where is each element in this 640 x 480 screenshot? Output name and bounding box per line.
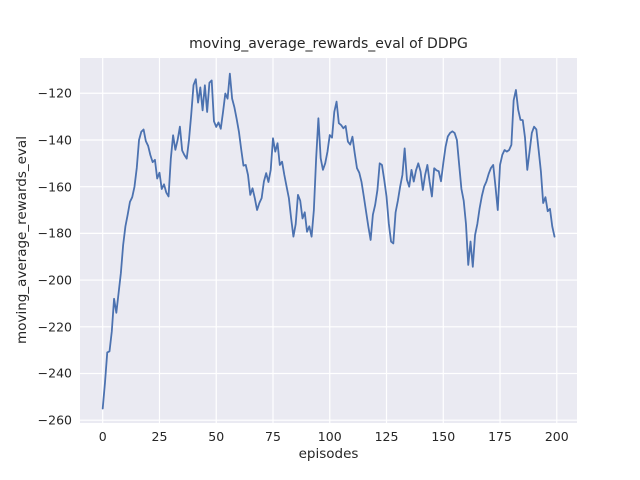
x-tick-label: 175 <box>488 429 512 444</box>
x-tick-label: 200 <box>544 429 569 444</box>
y-tick-label: −220 <box>37 319 72 335</box>
x-tick-label: 125 <box>374 429 399 444</box>
y-tick-label: −240 <box>37 365 72 381</box>
y-tick-label: −140 <box>37 132 72 148</box>
x-tick-label: 25 <box>151 429 168 444</box>
plot-canvas <box>80 58 577 423</box>
y-tick-label: −200 <box>37 272 72 288</box>
x-tick-label: 75 <box>265 429 281 444</box>
x-tick-label: 100 <box>317 429 342 444</box>
chart-title: moving_average_rewards_eval of DDPG <box>189 36 468 52</box>
plot-area <box>80 58 577 423</box>
x-tick-label: 0 <box>98 429 107 444</box>
y-tick-label: −160 <box>37 179 72 195</box>
x-axis-label: episodes <box>298 446 359 462</box>
x-tick-label: 50 <box>208 429 225 444</box>
x-tick-label: 150 <box>431 429 456 444</box>
series-line <box>101 72 556 410</box>
y-tick-label: −260 <box>37 412 72 428</box>
y-tick-label: −120 <box>37 85 72 101</box>
y-tick-label: −180 <box>37 225 72 241</box>
